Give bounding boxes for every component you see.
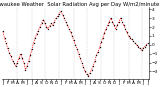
Title: Milwaukee Weather  Solar Radiation Avg per Day W/m2/minute: Milwaukee Weather Solar Radiation Avg pe…	[0, 2, 159, 7]
